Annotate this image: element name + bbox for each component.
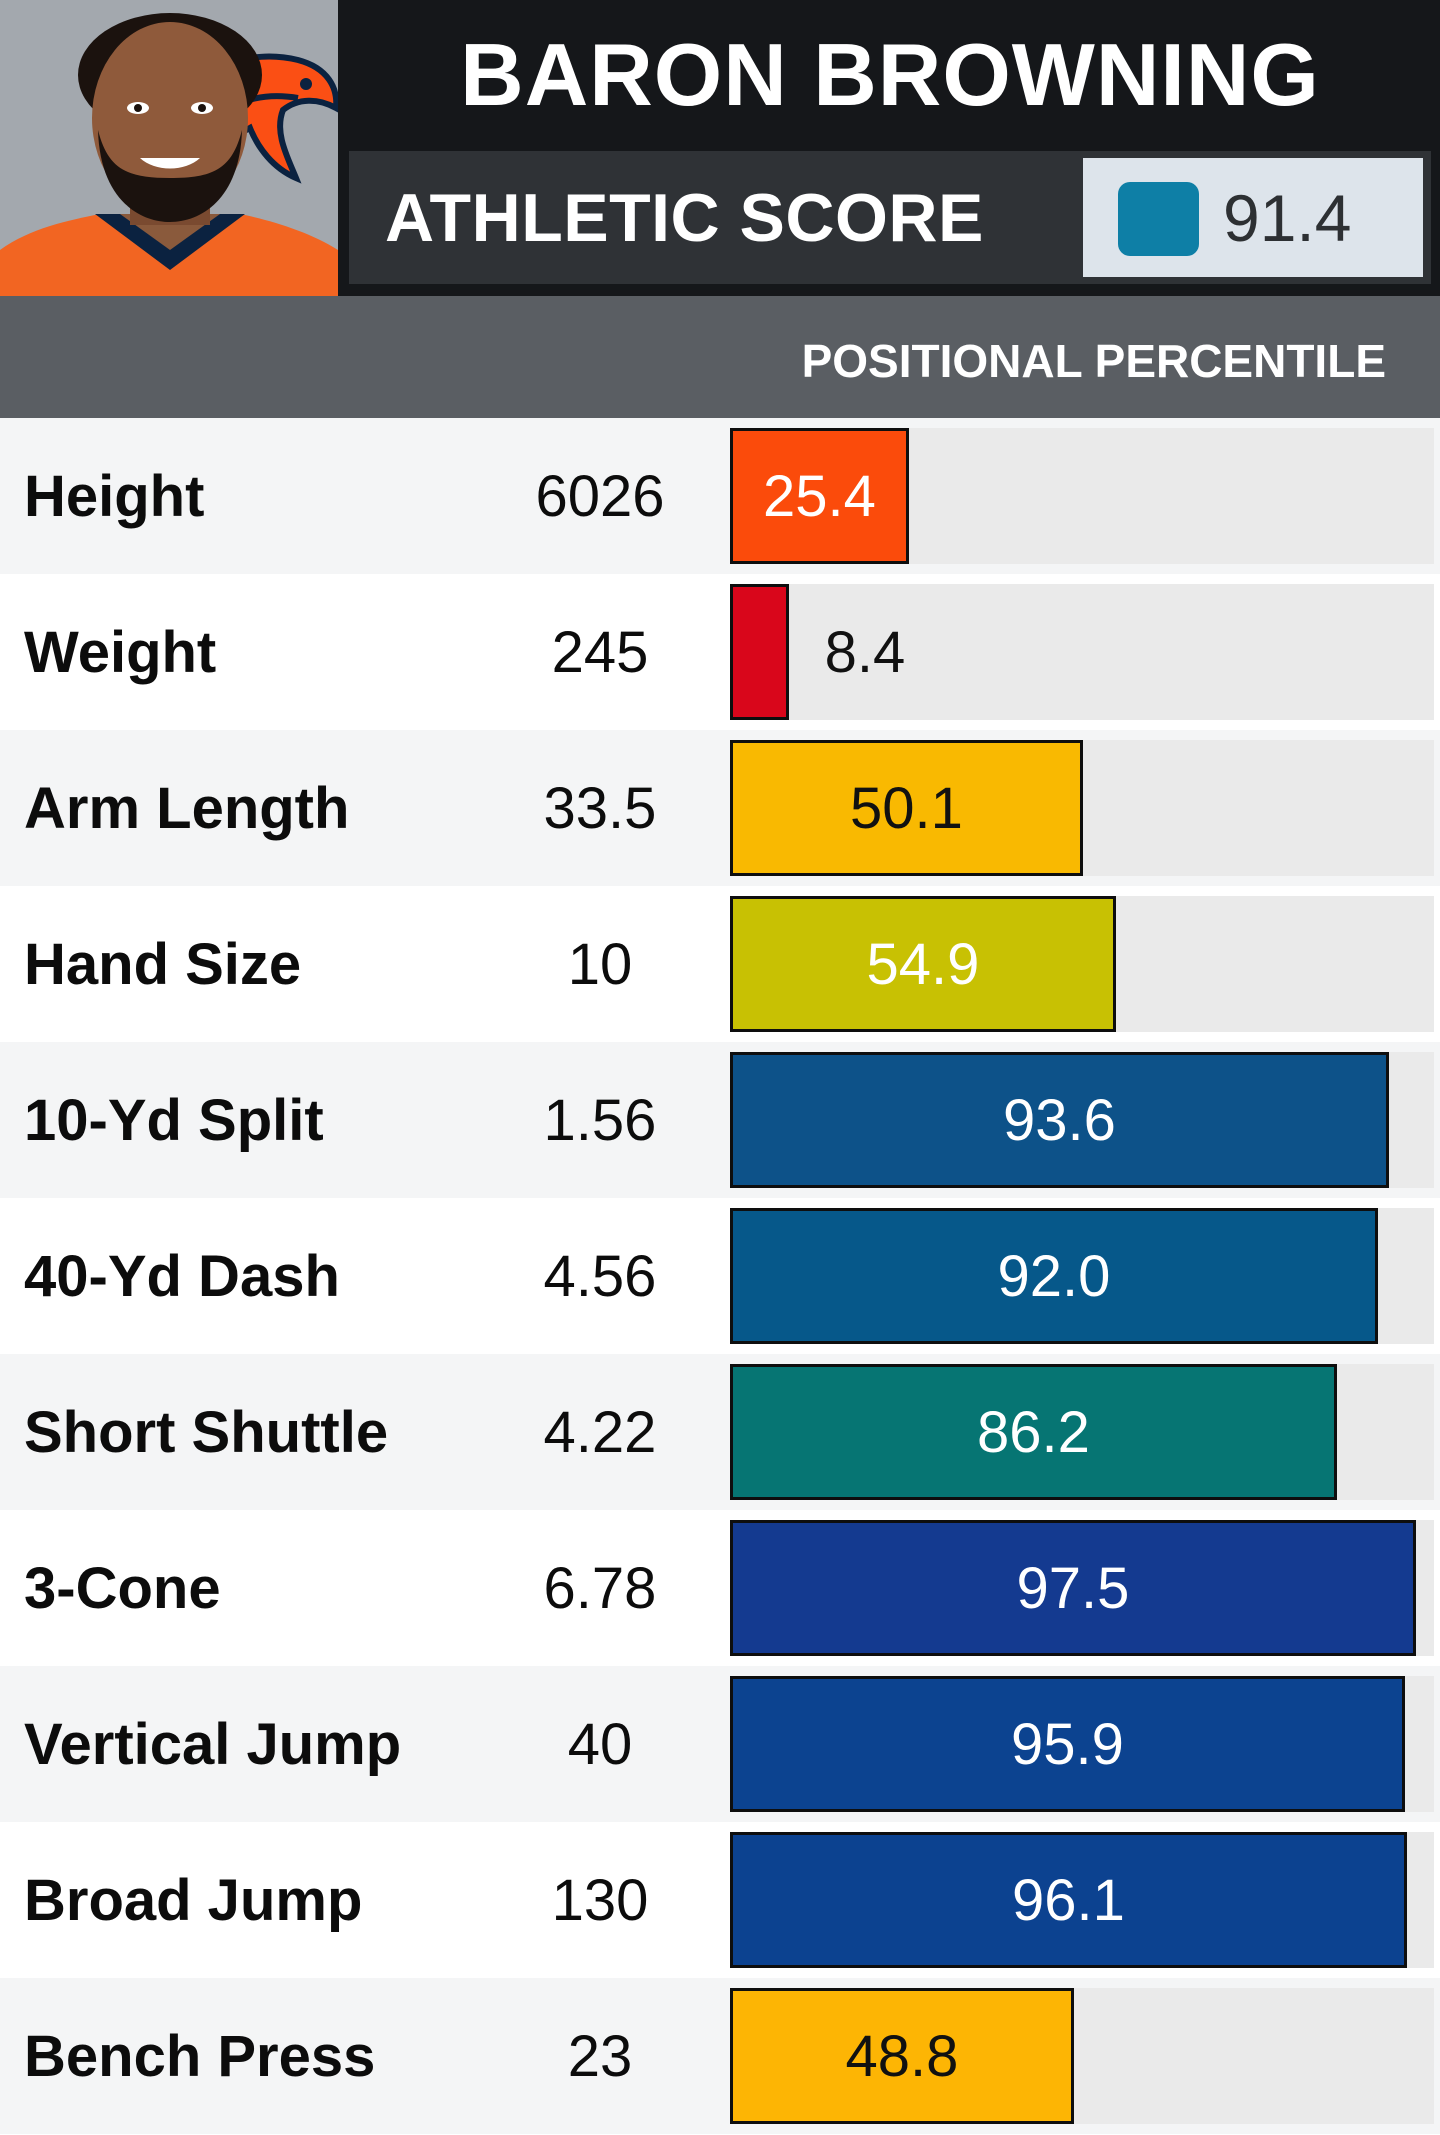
- table-row: Bench Press 23 48.8: [0, 1978, 1440, 2134]
- metric-measurement: 6026: [535, 463, 665, 529]
- percentile-bar: [730, 896, 1116, 1032]
- metric-measurement: 245: [551, 619, 649, 685]
- percentile-bar: [730, 1052, 1389, 1188]
- percentile-bar: [730, 1208, 1378, 1344]
- player-photo: [0, 0, 338, 296]
- metric-measurement: 1.56: [543, 1087, 657, 1153]
- player-name: BARON BROWNING: [460, 25, 1320, 124]
- metric-label: 10-Yd Split: [24, 1087, 324, 1153]
- athletic-score-value: 91.4: [1223, 180, 1352, 255]
- positional-percentile-label: POSITIONAL PERCENTILE: [801, 335, 1386, 387]
- percentile-bar: [730, 740, 1083, 876]
- percentile-track: 50.1: [730, 740, 1434, 876]
- percentile-bar: [730, 584, 789, 720]
- metric-measurement: 10: [567, 931, 633, 997]
- percentile-track: 95.9: [730, 1676, 1434, 1812]
- percentile-track: 86.2: [730, 1364, 1434, 1500]
- metric-measurement: 6.78: [543, 1555, 657, 1621]
- metric-label: Vertical Jump: [24, 1711, 402, 1777]
- table-row: Weight 245 8.4: [0, 574, 1440, 730]
- metric-measurement: 23: [567, 2023, 633, 2089]
- metric-label: 3-Cone: [24, 1555, 221, 1621]
- table-row: Broad Jump 130 96.1: [0, 1822, 1440, 1978]
- percentile-bar: [730, 1676, 1405, 1812]
- percentile-bar: [730, 1988, 1074, 2124]
- metric-label: Hand Size: [24, 931, 302, 997]
- score-color-swatch-icon: [1118, 182, 1199, 256]
- percentile-bar: [730, 428, 909, 564]
- percentile-value-label: 96.1: [1012, 1867, 1125, 1933]
- percentile-track: 92.0: [730, 1208, 1434, 1344]
- percentile-track: 48.8: [730, 1988, 1434, 2124]
- table-row: 40-Yd Dash 4.56 92.0: [0, 1198, 1440, 1354]
- percentile-bar: [730, 1520, 1416, 1656]
- metric-label: Weight: [24, 619, 217, 685]
- percentile-track: 97.5: [730, 1520, 1434, 1656]
- metric-label: 40-Yd Dash: [24, 1243, 340, 1309]
- athletic-score-bar: ATHLETIC SCORE 91.4: [349, 151, 1431, 284]
- metric-measurement: 4.22: [543, 1399, 657, 1465]
- percentile-track: 25.4: [730, 428, 1434, 564]
- percentile-value-label: 93.6: [1003, 1087, 1116, 1153]
- percentile-bar: [730, 1364, 1337, 1500]
- column-subheader: POSITIONAL PERCENTILE: [0, 296, 1440, 418]
- athletic-score-box: 91.4: [1083, 158, 1423, 277]
- metric-label: Height: [24, 463, 205, 529]
- metrics-table: Height 6026 25.4 Weight 245 8.4 Arm Length 33.5…: [0, 418, 1440, 2134]
- metric-measurement: 4.56: [543, 1243, 657, 1309]
- table-row: Vertical Jump 40 95.9: [0, 1666, 1440, 1822]
- percentile-track: 8.4: [730, 584, 1434, 720]
- percentile-track: 54.9: [730, 896, 1434, 1032]
- card-header: BARON BROWNING ATHLETIC SCORE 91.4: [0, 0, 1440, 296]
- percentile-value-label: 8.4: [824, 619, 906, 685]
- metric-label: Arm Length: [24, 775, 350, 841]
- percentile-bar: [730, 1832, 1407, 1968]
- table-row: Hand Size 10 54.9: [0, 886, 1440, 1042]
- metric-label: Short Shuttle: [24, 1399, 389, 1465]
- metric-measurement: 130: [551, 1867, 649, 1933]
- metric-label: Bench Press: [24, 2023, 376, 2089]
- percentile-value-label: 50.1: [850, 775, 963, 841]
- player-headshot-icon: [0, 0, 338, 296]
- metric-label: Broad Jump: [24, 1867, 363, 1933]
- percentile-track: 93.6: [730, 1052, 1434, 1188]
- percentile-value-label: 95.9: [1011, 1711, 1124, 1777]
- percentile-value-label: 25.4: [763, 463, 876, 529]
- table-row: 3-Cone 6.78 97.5: [0, 1510, 1440, 1666]
- percentile-value-label: 54.9: [866, 931, 980, 997]
- metric-measurement: 33.5: [543, 775, 657, 841]
- percentile-value-label: 86.2: [977, 1399, 1090, 1465]
- athletic-score-label: ATHLETIC SCORE: [385, 179, 984, 256]
- percentile-value-label: 97.5: [1016, 1555, 1130, 1621]
- metric-measurement: 40: [567, 1711, 633, 1777]
- table-row: Short Shuttle 4.22 86.2: [0, 1354, 1440, 1510]
- table-row: 10-Yd Split 1.56 93.6: [0, 1042, 1440, 1198]
- percentile-value-label: 48.8: [845, 2023, 959, 2089]
- table-row: Height 6026 25.4: [0, 418, 1440, 574]
- percentile-track: 96.1: [730, 1832, 1434, 1968]
- percentile-value-label: 92.0: [997, 1243, 1111, 1309]
- table-row: Arm Length 33.5 50.1: [0, 730, 1440, 886]
